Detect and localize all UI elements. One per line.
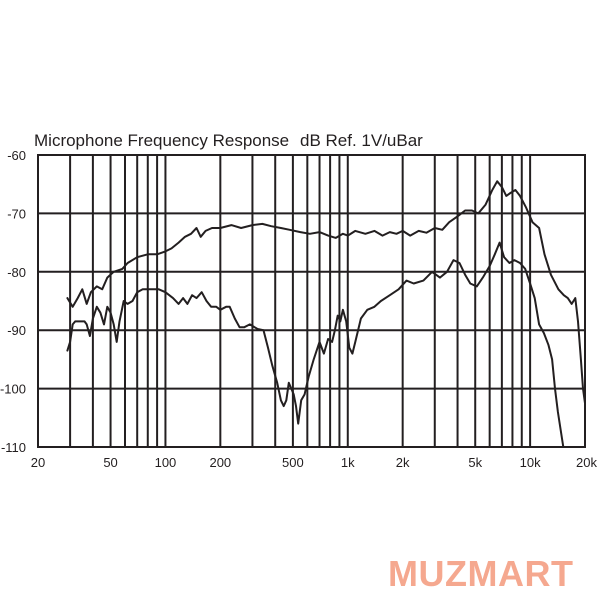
response-curve-2 [66,241,565,448]
y-tick-label: -60 [7,148,26,163]
x-tick-label: 20 [31,455,45,470]
x-tick-label: 1k [341,455,355,470]
x-tick-label: 5k [468,455,482,470]
x-tick-label: 500 [282,455,304,470]
chart-title: Microphone Frequency Response [34,131,289,150]
y-tick-labels: -60 -70 -80 -90 -100 -110 [0,148,26,455]
y-tick-label: -90 [7,323,26,338]
muzmart-watermark: MUZMART [388,553,574,594]
chart-units-label: dB Ref. 1V/uBar [300,131,423,150]
y-tick-label: -80 [7,265,26,280]
plot-frame [37,154,586,448]
y-tick-label: -110 [1,440,26,455]
x-tick-label: 10k [520,455,541,470]
x-tick-label: 50 [103,455,117,470]
response-curves [66,180,586,448]
x-tick-label: 20k [576,455,597,470]
x-tick-labels: 20 50 100 200 500 1k 2k 5k 10k 20k [31,455,598,470]
y-tick-label: -100 [0,382,26,397]
x-tick-label: 200 [209,455,231,470]
x-tick-label: 100 [155,455,177,470]
x-tick-label: 2k [396,455,410,470]
y-tick-label: -70 [7,206,26,221]
response-curve-1 [66,180,586,405]
grid-lines [38,154,586,448]
